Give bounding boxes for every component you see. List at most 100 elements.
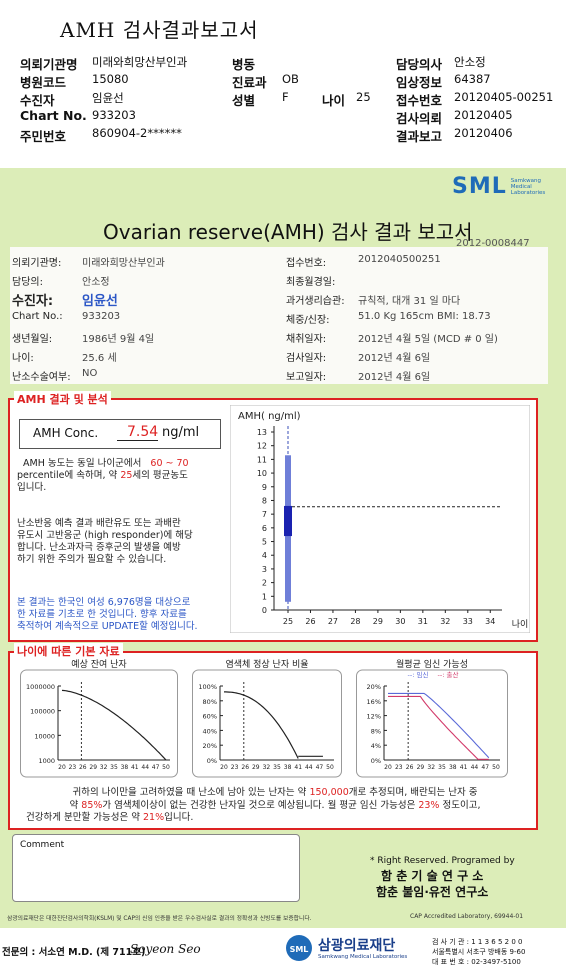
x-tick-label: 26: [406, 764, 414, 771]
x-tick-label: 47: [316, 764, 324, 771]
header-label: Chart No.: [20, 108, 87, 123]
x-tick-label: 34: [485, 617, 495, 626]
info-value: 2012040500251: [358, 254, 441, 265]
text-line: 합니다. 난소과자극 증후군의 발생을 예방: [17, 542, 181, 553]
amh-conc-label: AMH Conc.: [33, 426, 99, 440]
lab-address: 서울특별시 서초구 방배동 9-60: [432, 948, 526, 956]
logo-sub: Laboratories: [510, 189, 546, 196]
pregnancy-value: 23%: [418, 799, 440, 811]
x-tick-label: 47: [481, 764, 489, 771]
y-tick-label: 1000000: [26, 683, 55, 691]
info-value: 안소정: [82, 277, 110, 288]
x-tick-label: 32: [440, 617, 450, 626]
x-tick-label: 28: [350, 617, 360, 626]
y-tick-label: 13: [257, 428, 267, 437]
age-text: 약: [69, 799, 79, 811]
info-label: 생년월일:: [12, 334, 53, 345]
series-line: [61, 689, 167, 761]
y-tick-label: 8: [262, 496, 267, 505]
age-label: 나이: [322, 93, 346, 108]
remaining-eggs-value: 150,000: [309, 787, 349, 798]
svg-text:SML: SML: [290, 945, 309, 954]
x-tick-label: 25: [283, 617, 293, 626]
x-tick-label: 41: [131, 764, 139, 771]
x-tick-label: 20: [384, 764, 392, 771]
age-text: 정도이고,: [442, 799, 481, 811]
x-tick-label: 32: [427, 764, 435, 771]
lab-registration: 검 사 기 관 : 1 1 3 6 5 2 0 0: [432, 938, 523, 946]
text-line: 본 결과는 한국인 여성 6,976명을 대상으로: [17, 597, 191, 608]
age-text: 귀하의 나이만을 고려하였을 때 난소에 남아 있는 난자는 약: [72, 787, 307, 798]
info-row: 수진자: 임윤선: [12, 290, 262, 309]
amh-conc-unit: ng/ml: [162, 425, 200, 440]
y-tick-label: 0%: [207, 757, 217, 765]
info-label: 접수번호:: [286, 258, 327, 269]
foundation-name: 삼광의료재단: [318, 938, 396, 954]
header-label: 성별: [232, 93, 256, 108]
x-tick-label: 27: [328, 617, 338, 626]
info-value: 51.0 Kg 165cm BMI: 18.73: [358, 311, 491, 322]
info-value: NO: [82, 368, 98, 379]
info-value: 2012년 4월 6일: [358, 372, 431, 383]
header-label: 병동: [232, 57, 256, 72]
amh-percentile: 60 ~ 70: [150, 458, 189, 469]
x-tick-label: 29: [417, 764, 425, 771]
info-label: 보고일자:: [286, 372, 327, 383]
amh-data-note: 본 결과는 한국인 여성 6,976명을 대상으로 한 자료를 기초로 한 것입니…: [17, 597, 232, 633]
x-tick-label: 26: [241, 764, 249, 771]
y-tick-label: 0: [262, 606, 267, 615]
x-tick-label: 23: [231, 764, 239, 771]
header-label: 결과보고: [396, 129, 443, 144]
y-tick-label: 100%: [198, 683, 217, 691]
x-tick-label: 38: [284, 764, 292, 771]
info-label: 최종월경일:: [286, 277, 336, 288]
header-label: 진료과: [232, 75, 267, 90]
y-tick-label: 4: [262, 551, 267, 560]
amh-response-text: 난소반응 예측 결과 배란유도 또는 과배란 유도시 고반응군 (high res…: [17, 518, 227, 566]
y-tick-label: 4%: [371, 742, 381, 750]
x-tick-label: 41: [294, 764, 302, 771]
amh-text: percentile에 속하며, 약: [17, 470, 118, 481]
age-text: 건강하게 분만할 가능성은 약: [26, 812, 140, 823]
logo-sub: Medical: [510, 183, 532, 190]
series-line-pregnancy: [388, 692, 490, 759]
y-tick-label: 0%: [371, 757, 381, 765]
text-line: 유도시 고반응군 (high responder)에 해당: [17, 530, 193, 541]
amh-text: 입니다.: [17, 482, 47, 493]
x-tick-label: 47: [152, 764, 160, 771]
x-tick-label: 50: [162, 764, 170, 771]
patient-info-left: 의뢰기관명: 미래와희망산부인과 담당의: 안소정 수진자: 임윤선 Chart No.: 9…: [12, 252, 262, 385]
info-value: 1986년 9월 4일: [82, 334, 155, 345]
y-tick-label: 6: [262, 524, 267, 533]
header-row: 병원코드 15080 진료과 OB 임상정보 64387: [20, 72, 560, 90]
y-tick-label: 16%: [367, 698, 381, 706]
y-tick-label: 10000: [34, 732, 55, 740]
x-tick-label: 20: [220, 764, 228, 771]
chart-title: 월평균 임신 가능성: [396, 658, 468, 670]
research-institute-1: 함 춘 기 술 연 구 소: [381, 869, 484, 883]
info-row: 검사일자: 2012년 4월 6일: [286, 347, 536, 366]
certification-text: 삼광의료재단은 대한진단검사의학회(KSLM) 및 CAP의 신임 인증을 받은…: [7, 916, 312, 922]
info-row: 담당의: 안소정: [12, 271, 262, 290]
header-row: 주민번호 860904-2****** 결과보고 20120406: [20, 126, 560, 144]
info-label: 나이:: [12, 353, 34, 364]
y-tick-label: 60%: [203, 713, 217, 721]
series-line: [224, 691, 299, 759]
x-tick-label: 26: [79, 764, 87, 771]
x-tick-label: 41: [460, 764, 468, 771]
x-tick-label: 29: [252, 764, 260, 771]
header-label: 접수번호: [396, 93, 443, 108]
amh-interpretation: AMH 농도는 동일 나이군에서 60 ~ 70 percentile에 속하며…: [17, 458, 227, 494]
info-row: 체중/신장: 51.0 Kg 165cm BMI: 18.73: [286, 309, 536, 328]
x-tick-label: 23: [69, 764, 77, 771]
info-label: 검사일자:: [286, 353, 327, 364]
x-tick-label: 44: [141, 764, 149, 771]
x-tick-label: 33: [463, 617, 473, 626]
normal-egg-value: 85%: [81, 799, 103, 811]
info-row: 생년월일: 1986년 9월 4일: [12, 328, 262, 347]
header-value: 64387: [454, 72, 491, 86]
doctor-signature: Soyeon Seo: [130, 942, 201, 956]
y-tick-label: 5: [262, 538, 267, 547]
